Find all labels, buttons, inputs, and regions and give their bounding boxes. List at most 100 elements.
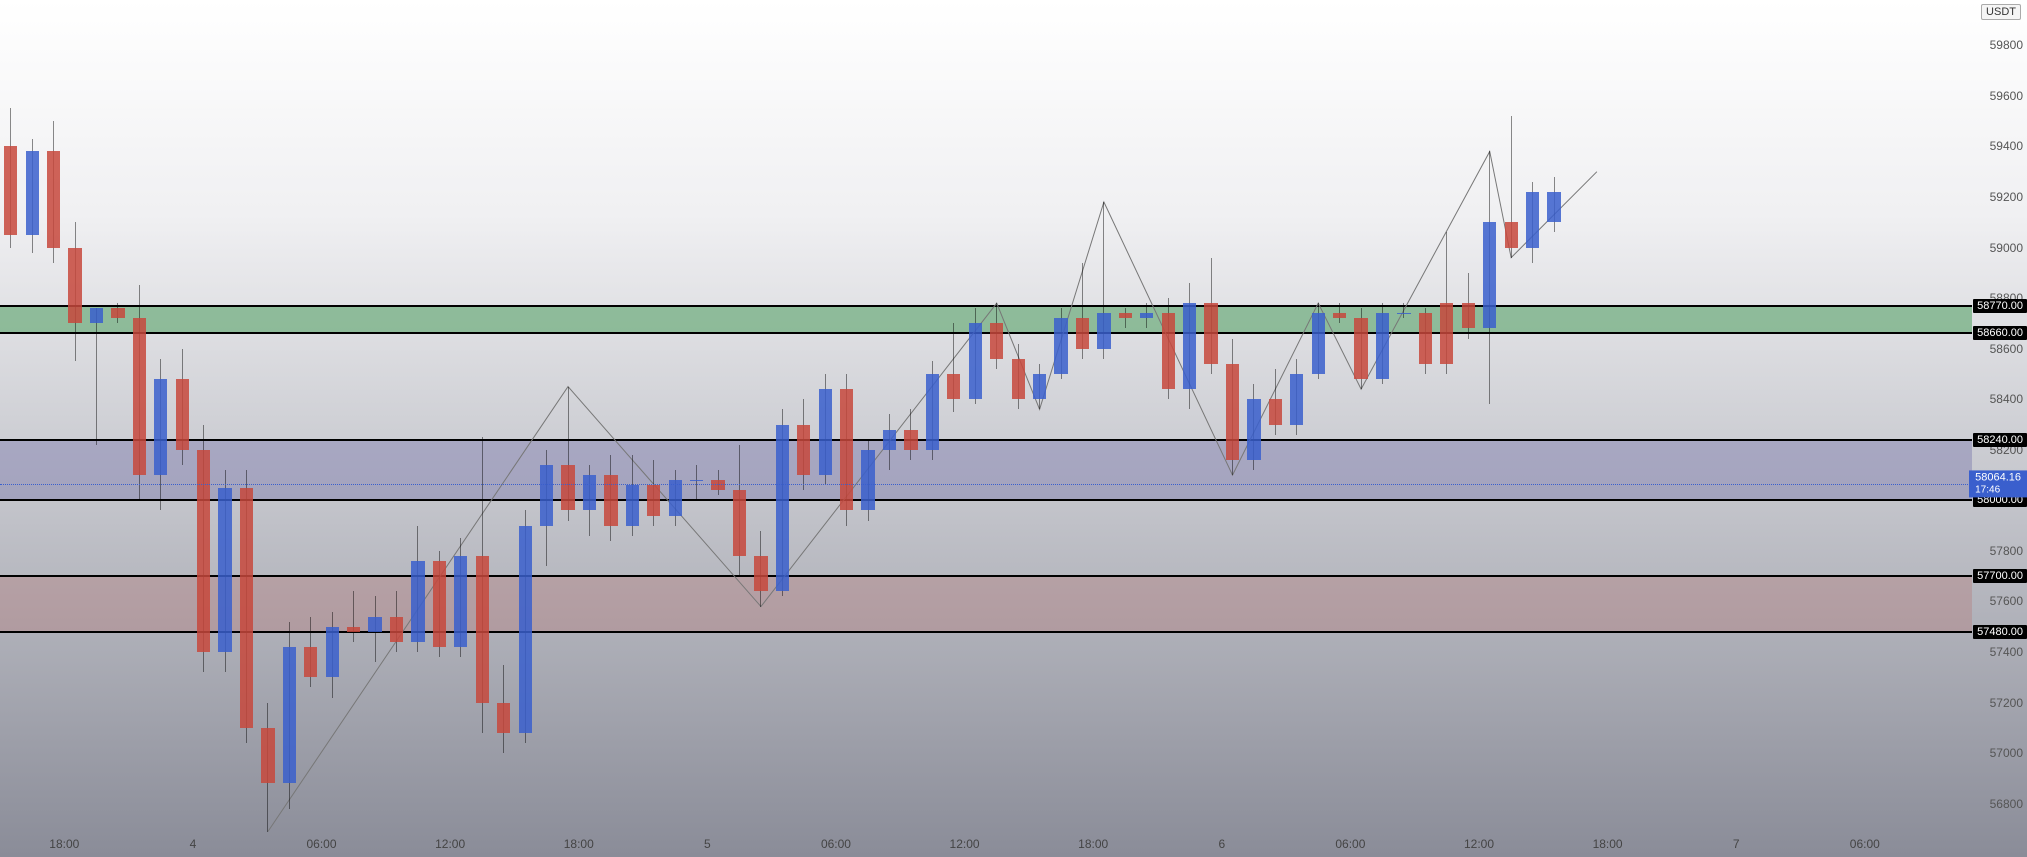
- x-axis-label: 5: [704, 837, 711, 851]
- price-level-badge: 57480.00: [1973, 625, 2027, 639]
- candle-body: [947, 374, 960, 399]
- x-axis-label: 18:00: [1078, 837, 1108, 851]
- candle-body: [1012, 359, 1025, 399]
- y-axis-label: 59400: [1990, 139, 2023, 153]
- x-axis: 18:00406:0012:0018:00506:0012:0018:00606…: [0, 829, 1972, 857]
- candle-body: [690, 480, 703, 481]
- zone-boundary-line: [0, 631, 1972, 633]
- x-axis-label: 12:00: [1464, 837, 1494, 851]
- candle-body: [797, 425, 810, 476]
- x-axis-label: 18:00: [49, 837, 79, 851]
- candle-body: [476, 556, 489, 703]
- price-level-badge: 58240.00: [1973, 433, 2027, 447]
- candle-body: [47, 151, 60, 247]
- candle-body: [1269, 399, 1282, 424]
- candle-body: [1462, 303, 1475, 328]
- candle-body: [626, 485, 639, 525]
- y-axis-label: 57000: [1990, 746, 2023, 760]
- candle-wick: [96, 308, 97, 445]
- candle-body: [368, 617, 381, 632]
- y-axis-label: 58400: [1990, 392, 2023, 406]
- candle-body: [1354, 318, 1367, 379]
- candle-body: [1333, 313, 1346, 318]
- price-level-badge: 58770.00: [1973, 299, 2027, 313]
- zone-boundary-line: [0, 332, 1972, 334]
- price-zone: [0, 440, 1972, 501]
- candle-body: [133, 318, 146, 475]
- candle-wick: [1125, 308, 1126, 328]
- candle-body: [326, 627, 339, 678]
- candle-body: [283, 647, 296, 784]
- candle-body: [1397, 313, 1410, 314]
- price-zone: [0, 306, 1972, 334]
- x-axis-label: 06:00: [1335, 837, 1365, 851]
- candle-body: [454, 556, 467, 647]
- candle-wick: [353, 591, 354, 642]
- candle-body: [1505, 222, 1518, 247]
- candle-body: [1376, 313, 1389, 379]
- candle-body: [540, 465, 553, 526]
- candle-body: [1419, 313, 1432, 364]
- candle-body: [583, 475, 596, 510]
- x-axis-label: 4: [190, 837, 197, 851]
- candle-body: [819, 389, 832, 475]
- candle-body: [261, 728, 274, 784]
- y-axis: 5980059600594005920059000588005860058400…: [1972, 0, 2027, 857]
- candle-body: [1226, 364, 1239, 460]
- candle-body: [519, 526, 532, 733]
- candle-body: [776, 425, 789, 592]
- candle-body: [561, 465, 574, 511]
- candle-body: [1183, 303, 1196, 389]
- x-axis-label: 18:00: [1593, 837, 1623, 851]
- candle-body: [754, 556, 767, 591]
- candle-body: [1204, 303, 1217, 364]
- candle-body: [990, 323, 1003, 358]
- x-axis-label: 12:00: [950, 837, 980, 851]
- candle-body: [90, 308, 103, 323]
- candle-body: [1140, 313, 1153, 318]
- candle-body: [1290, 374, 1303, 425]
- x-axis-label: 06:00: [307, 837, 337, 851]
- y-axis-label: 59800: [1990, 38, 2023, 52]
- candle-body: [1440, 303, 1453, 364]
- candle-body: [497, 703, 510, 733]
- candle-body: [904, 430, 917, 450]
- candle-body: [969, 323, 982, 399]
- zone-boundary-line: [0, 305, 1972, 307]
- candle-body: [4, 146, 17, 234]
- live-price-badge: 58064.1617:46: [1969, 471, 2027, 498]
- candle-body: [154, 379, 167, 475]
- zone-boundary-line: [0, 439, 1972, 441]
- candle-body: [1312, 313, 1325, 374]
- candle-body: [111, 308, 124, 318]
- y-axis-label: 58600: [1990, 342, 2023, 356]
- candle-body: [1076, 318, 1089, 348]
- y-axis-label: 56800: [1990, 797, 2023, 811]
- candle-wick: [696, 465, 697, 500]
- candle-body: [347, 627, 360, 632]
- candle-body: [1097, 313, 1110, 348]
- candle-body: [1054, 318, 1067, 374]
- candle-body: [1033, 374, 1046, 399]
- y-axis-label: 57400: [1990, 645, 2023, 659]
- x-axis-label: 7: [1733, 837, 1740, 851]
- x-axis-label: 12:00: [435, 837, 465, 851]
- candle-body: [883, 430, 896, 450]
- candle-body: [304, 647, 317, 677]
- zone-boundary-line: [0, 575, 1972, 577]
- x-axis-label: 06:00: [1850, 837, 1880, 851]
- chart-background: [0, 0, 2027, 857]
- candle-body: [390, 617, 403, 642]
- x-axis-label: 18:00: [564, 837, 594, 851]
- candle-body: [26, 151, 39, 234]
- candle-body: [411, 561, 424, 642]
- candle-body: [733, 490, 746, 556]
- candle-wick: [1403, 303, 1404, 318]
- candle-body: [1162, 313, 1175, 389]
- chart-container[interactable]: 5980059600594005920059000588005860058400…: [0, 0, 2027, 857]
- zone-boundary-line: [0, 499, 1972, 501]
- currency-badge: USDT: [1981, 4, 2021, 20]
- price-level-badge: 58660.00: [1973, 326, 2027, 340]
- candle-body: [1119, 313, 1132, 318]
- y-axis-label: 59000: [1990, 241, 2023, 255]
